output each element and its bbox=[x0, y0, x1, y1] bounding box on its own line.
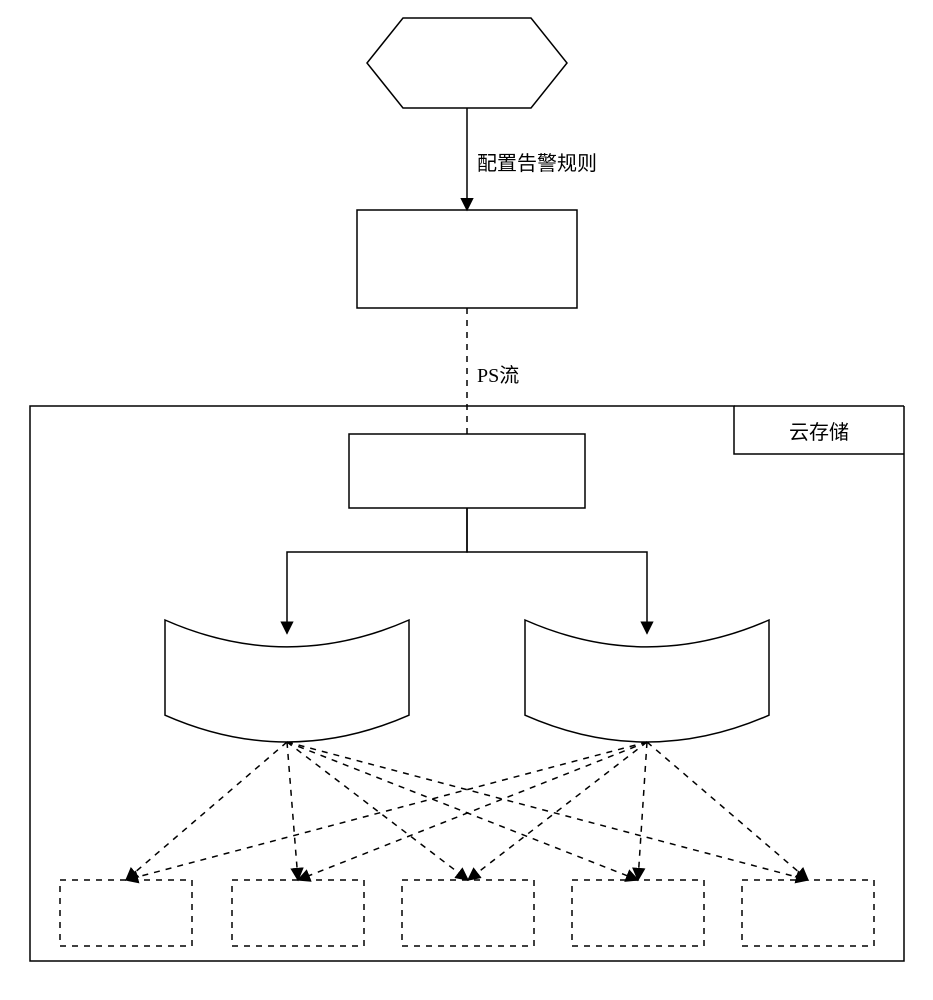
edge-smart-s1 bbox=[126, 742, 647, 880]
edge-video-s5 bbox=[287, 742, 808, 880]
node-ipc-label: 智能IPC bbox=[357, 210, 577, 308]
edge-video-s4 bbox=[287, 742, 638, 880]
edge-smart-s4 bbox=[638, 742, 647, 880]
node-platform-label: 平台 bbox=[367, 18, 567, 108]
node-smart-label: 智能数据 bbox=[525, 620, 769, 759]
node-s4-label: 存储组件 bbox=[572, 880, 704, 946]
edge-smart-s3 bbox=[468, 742, 647, 880]
edge-analyzer-smart bbox=[467, 508, 647, 633]
edge-label-ipc-analyzer: PS流 bbox=[477, 359, 519, 388]
diagram-stage: 云存储平台智能IPC帧分析组件视频数据智能数据存储组件存储组件...存储组件存储… bbox=[0, 0, 933, 1000]
edge-smart-s2 bbox=[298, 742, 647, 880]
cloud-storage-label: 云存储 bbox=[734, 406, 904, 454]
edge-label-platform-ipc: 配置告警规则 bbox=[477, 147, 597, 176]
edge-analyzer-video bbox=[287, 508, 467, 633]
node-s2-label: 存储组件 bbox=[232, 880, 364, 946]
node-s5-label: 存储组件 bbox=[742, 880, 874, 946]
node-analyzer-label: 帧分析组件 bbox=[349, 434, 585, 508]
node-video-label: 视频数据 bbox=[165, 620, 409, 759]
edge-video-s1 bbox=[126, 742, 287, 880]
edge-video-s2 bbox=[287, 742, 298, 880]
node-s1-label: 存储组件 bbox=[60, 880, 192, 946]
edge-video-s3 bbox=[287, 742, 468, 880]
edge-smart-s5 bbox=[647, 742, 808, 880]
node-s3-label: ... bbox=[402, 880, 534, 946]
